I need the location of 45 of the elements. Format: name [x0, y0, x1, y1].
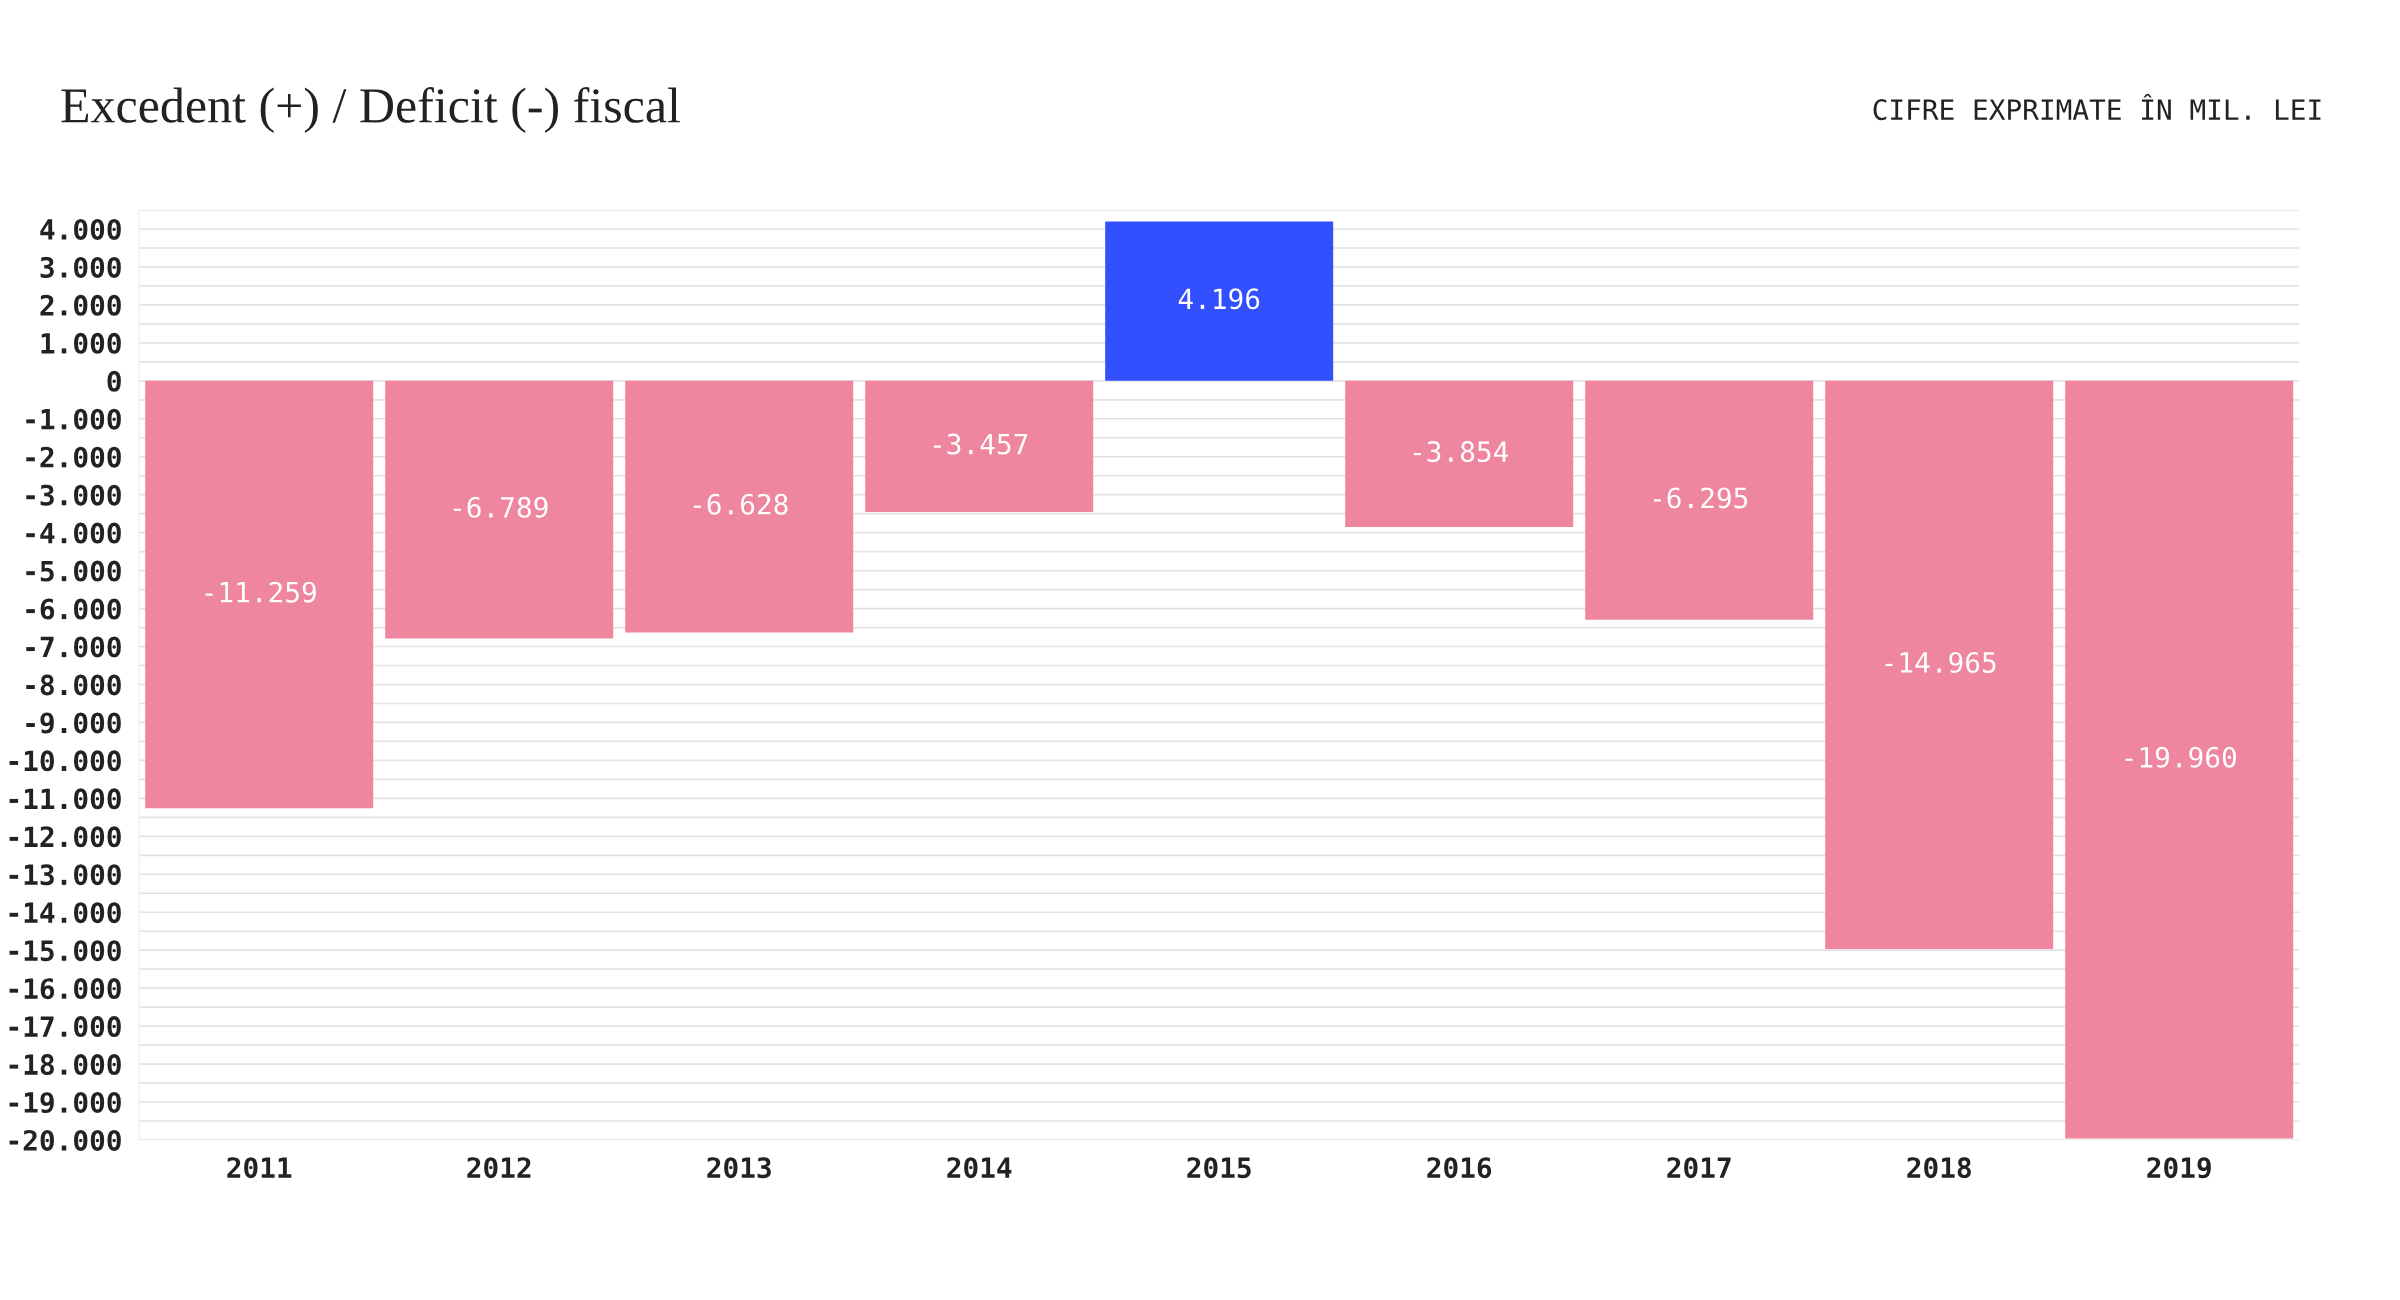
y-tick-label: -13.000 — [9, 864, 121, 886]
data-label: -11.259 — [205, 581, 316, 603]
y-tick-label: -20.000 — [9, 1129, 121, 1151]
x-tick-label: 2019 — [2147, 1157, 2211, 1179]
y-tick-label: -11.000 — [9, 788, 121, 810]
y-tick-label: -5.000 — [26, 560, 121, 582]
data-label: -6.295 — [1653, 487, 1748, 509]
x-tick-label: 2012 — [467, 1157, 531, 1179]
y-tick-label: 0 — [107, 370, 121, 392]
x-tick-label: 2014 — [947, 1157, 1012, 1179]
data-label: 4.196 — [1178, 288, 1260, 310]
y-tick-label: -17.000 — [9, 1016, 121, 1038]
chart-subtitle: CIFRE EXPRIMATE ÎN MIL. LEI — [1873, 94, 2321, 121]
x-tick-label: 2015 — [1187, 1157, 1251, 1179]
y-tick-label: -1.000 — [26, 408, 121, 430]
y-tick-label: -8.000 — [26, 674, 121, 696]
chart-title: Excedent (+) / Deficit (-) fiscal — [61, 87, 680, 133]
data-label: -14.965 — [1885, 651, 1996, 673]
x-tick-label: 2016 — [1427, 1157, 1492, 1179]
y-tick-label: -14.000 — [9, 902, 121, 924]
y-tick-label: 2.000 — [40, 294, 121, 316]
y-tick-label: -15.000 — [9, 940, 121, 962]
y-tick-label: -16.000 — [9, 978, 121, 1000]
y-tick-label: -4.000 — [26, 522, 121, 544]
y-tick-label: -18.000 — [9, 1054, 121, 1076]
data-label: -3.854 — [1413, 441, 1509, 463]
x-tick-label: 2018 — [1907, 1157, 1971, 1179]
data-label: -19.960 — [2125, 746, 2236, 768]
y-tick-label: 4.000 — [40, 218, 121, 240]
y-tick-label: -3.000 — [26, 484, 121, 506]
data-label: -6.628 — [693, 493, 788, 515]
y-tick-label: 3.000 — [40, 256, 121, 278]
y-tick-label: 1.000 — [41, 332, 121, 354]
y-tick-label: -19.000 — [9, 1091, 121, 1114]
y-tick-label: -7.000 — [26, 636, 121, 658]
y-tick-label: -9.000 — [26, 712, 121, 734]
y-tick-label: -6.000 — [26, 598, 121, 620]
y-tick-label: -2.000 — [26, 446, 121, 468]
y-tick-label: -10.000 — [9, 750, 121, 772]
data-label: -3.457 — [933, 433, 1028, 455]
x-tick-label: 2011 — [227, 1157, 292, 1179]
x-tick-label: 2017 — [1667, 1157, 1731, 1179]
data-label: -6.789 — [453, 496, 548, 518]
y-tick-label: -12.000 — [9, 826, 121, 848]
x-tick-label: 2013 — [707, 1157, 771, 1179]
